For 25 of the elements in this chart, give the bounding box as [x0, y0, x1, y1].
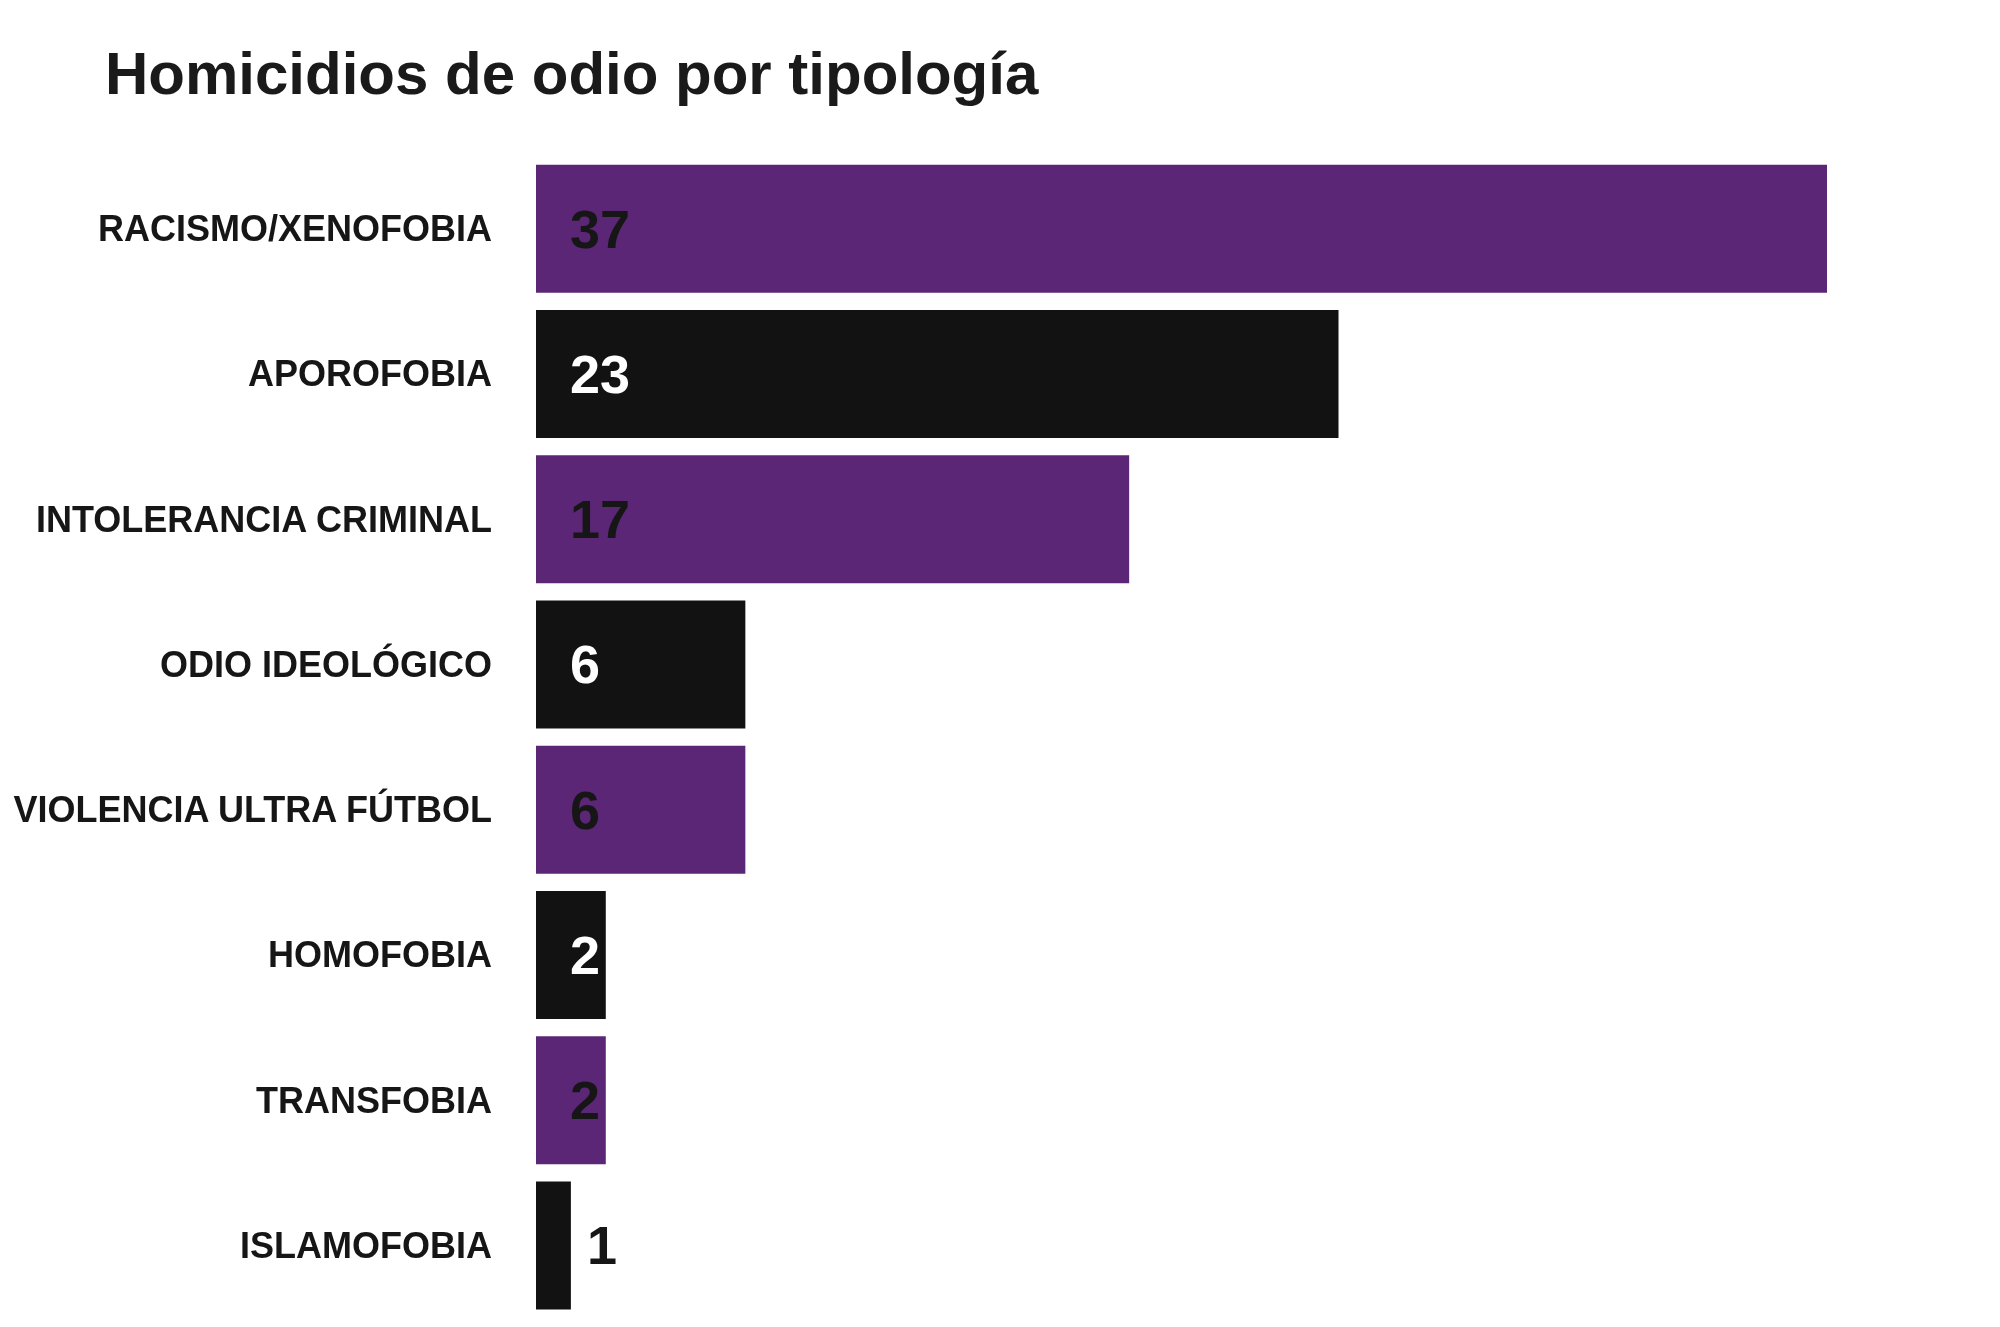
bar: [536, 600, 746, 729]
data-label: 1: [586, 1215, 617, 1276]
bar: [536, 309, 1339, 438]
data-label: 2: [570, 1070, 601, 1131]
y-tick-label: APOROFOBIA: [247, 353, 492, 395]
y-tick-label: TRANSFOBIA: [256, 1079, 492, 1121]
bar: [536, 1036, 606, 1165]
bar: [536, 745, 746, 874]
y-tick-label: VIOLENCIA ULTRA FÚTBOL: [13, 788, 492, 831]
bar: [536, 1181, 571, 1310]
data-label: 17: [570, 489, 631, 550]
data-label: 6: [570, 634, 601, 695]
y-tick-label: ODIO IDEOLÓGICO: [159, 642, 492, 685]
bar: [536, 455, 1130, 584]
chart-title: Homicidios de odio por tipología: [105, 39, 1039, 107]
data-label: 37: [570, 198, 631, 259]
y-tick-label: ISLAMOFOBIA: [240, 1224, 492, 1266]
y-tick-label: RACISMO/XENOFOBIA: [97, 208, 492, 250]
data-label: 6: [570, 779, 601, 840]
y-tick-label: HOMOFOBIA: [268, 934, 492, 976]
y-tick-label: INTOLERANCIA CRIMINAL: [36, 498, 492, 540]
data-label: 2: [570, 924, 601, 985]
data-label: 23: [570, 343, 631, 404]
bar: [536, 890, 606, 1019]
bar: [536, 164, 1827, 293]
